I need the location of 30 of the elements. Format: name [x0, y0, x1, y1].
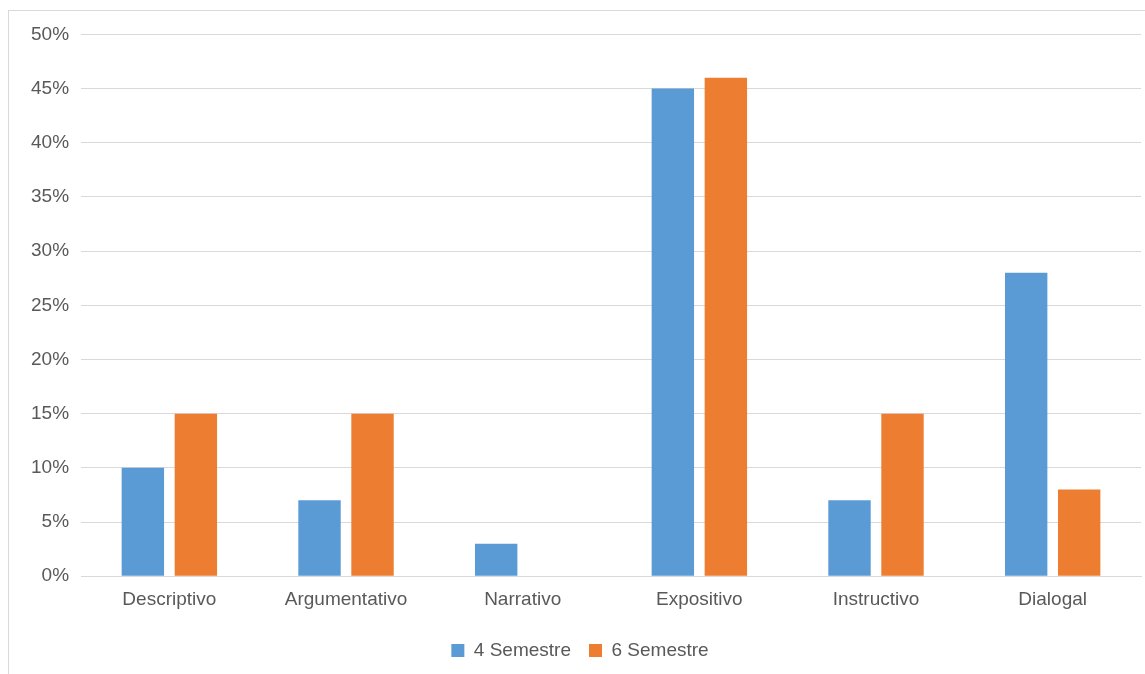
- y-tick-label: 45%: [31, 76, 70, 98]
- legend-label: 4 Semestre: [473, 638, 571, 660]
- x-tick-label: Argumentativo: [284, 587, 408, 609]
- bar: [298, 500, 341, 576]
- y-tick-label: 30%: [31, 239, 70, 261]
- bar: [651, 88, 695, 576]
- y-tick-label: 0%: [41, 564, 70, 586]
- y-tick-label: 35%: [31, 185, 70, 207]
- y-tick-label: 50%: [31, 22, 70, 44]
- y-tick-label: 20%: [31, 347, 70, 369]
- bar: [121, 467, 165, 576]
- x-tick-label: Expositivo: [656, 587, 743, 609]
- y-tick-label: 10%: [31, 456, 70, 478]
- y-tick-label: 5%: [41, 510, 70, 532]
- y-tick-label: 40%: [31, 130, 70, 152]
- y-tick-label: 15%: [31, 401, 70, 423]
- x-tick-label: Descriptivo: [122, 587, 217, 609]
- x-tick-label: Dialogal: [1018, 587, 1087, 609]
- bar: [1004, 272, 1048, 576]
- bar: [351, 413, 394, 576]
- bar: [1057, 489, 1101, 576]
- x-tick-label: Narrativo: [484, 587, 562, 609]
- bar: [474, 543, 518, 576]
- legend-label: 6 Semestre: [611, 638, 709, 660]
- bar: [881, 413, 924, 576]
- bar: [828, 500, 871, 576]
- bar: [174, 413, 218, 576]
- x-tick-label: Instructivo: [832, 587, 920, 609]
- y-tick-label: 25%: [31, 293, 70, 315]
- bar: [704, 77, 748, 576]
